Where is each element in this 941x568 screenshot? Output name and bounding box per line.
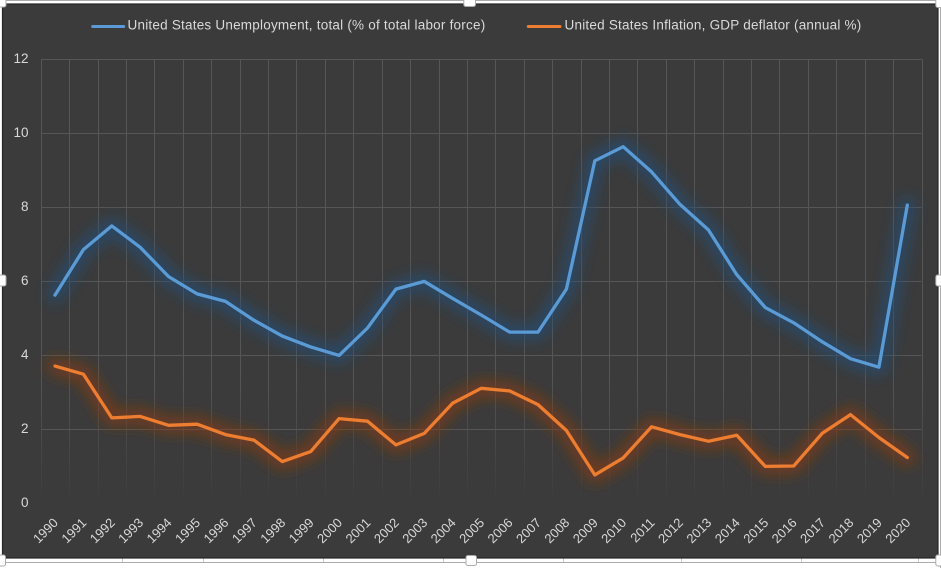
svg-text:8: 8 [21, 199, 29, 214]
svg-text:6: 6 [21, 273, 29, 288]
svg-text:10: 10 [13, 125, 28, 140]
svg-text:4: 4 [21, 347, 29, 362]
svg-text:12: 12 [13, 51, 28, 66]
svg-text:United States Inflation, GDP d: United States Inflation, GDP deflator (a… [565, 18, 862, 33]
svg-text:0: 0 [21, 495, 29, 510]
svg-text:United States Unemployment, to: United States Unemployment, total (% of … [128, 18, 486, 33]
svg-text:2: 2 [21, 421, 29, 436]
